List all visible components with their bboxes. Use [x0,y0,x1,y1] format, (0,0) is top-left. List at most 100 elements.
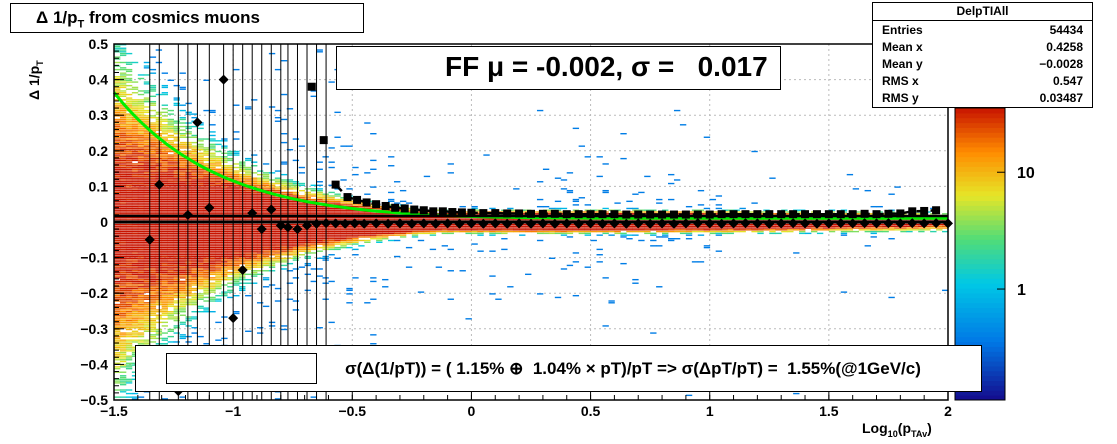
heatmap-cell [143,179,151,181]
heatmap-cell [125,113,133,115]
heatmap-cell [757,227,764,229]
heatmap-cell [149,165,157,167]
heatmap-cell [310,236,317,238]
heatmap-cell [125,152,133,154]
heatmap-cell [310,209,317,211]
heatmap-cell [143,230,151,233]
heatmap-cell [209,111,216,114]
heatmap-cell [131,145,139,147]
heatmap-cell [114,168,121,170]
heatmap-cell [346,229,353,231]
heatmap-cell [233,104,240,106]
heatmap-cell [119,364,127,366]
heatmap-cell [197,284,204,286]
heatmap-cell [179,172,186,174]
heatmap-cell [143,270,151,272]
heatmap-cell [197,278,204,281]
heatmap-cell [292,300,300,302]
heatmap-cell [602,227,609,229]
heatmap-cell [191,236,198,238]
heatmap-cell [209,202,216,204]
heatmap-cell [274,250,282,252]
heatmap-cell [114,343,121,345]
heatmap-cell [119,289,127,292]
heatmap-cell [298,216,306,219]
heatmap-cell [137,323,145,325]
heatmap-cell [114,188,121,190]
heatmap-cell [143,157,151,160]
heatmap-cell [340,145,347,147]
heatmap-cell [274,120,282,122]
heatmap-cell [167,182,174,185]
heatmap-cell [179,236,186,238]
heatmap-cell [137,259,145,261]
heatmap-cell [185,161,192,163]
heatmap-cell [286,200,294,203]
heatmap-cell [137,204,145,206]
heatmap-cell [131,154,139,156]
heatmap-cell [262,200,270,203]
heatmap-cell [179,305,186,308]
heatmap-cell [197,181,204,183]
heatmap-cell [161,197,169,199]
heatmap-cell [197,161,204,163]
heatmap-cell [173,300,180,302]
heatmap-cell [233,213,240,215]
heatmap-cell [245,106,252,108]
heatmap-cell [262,177,270,179]
heatmap-cell [149,163,157,165]
heatmap-cell [268,218,276,220]
heatmap-cell [245,239,252,242]
heatmap-cell [715,229,723,231]
heatmap-cell [662,227,669,229]
heatmap-cell [167,188,174,190]
heatmap-cell [125,68,133,71]
heatmap-cell [167,264,174,267]
heatmap-cell [942,227,949,229]
heatmap-cell [179,88,186,90]
heatmap-cell [203,152,210,154]
heatmap-cell [227,170,234,172]
heatmap-cell [816,232,824,235]
heatmap-cell [262,205,270,208]
heatmap-cell [173,262,180,265]
heatmap-cell [245,170,252,172]
heatmap-cell [161,337,169,340]
heatmap-cell [215,300,222,302]
heatmap-cell [221,246,228,249]
heatmap-cell [340,241,347,243]
heatmap-cell [644,175,651,178]
heatmap-cell [161,179,169,181]
heatmap-cell [245,181,252,183]
heatmap-cell [125,334,133,336]
heatmap-cell [251,184,258,187]
heatmap-cell [233,68,240,71]
heatmap-cell [203,259,210,261]
heatmap-cell [215,264,222,267]
heatmap-cell [131,111,139,114]
heatmap-cell [119,234,127,236]
heatmap-cell [114,305,121,308]
heatmap-cell [119,54,127,57]
heatmap-cell [179,133,186,135]
heatmap-cell [203,182,210,185]
heatmap-cell [173,193,180,195]
heatmap-cell [161,172,169,174]
heatmap-cell [197,211,204,213]
heatmap-cell [602,277,609,279]
heatmap-cell [370,234,377,236]
heatmap-cell [340,204,347,206]
heatmap-cell [233,234,240,236]
heatmap-cell [131,268,139,270]
heatmap-cell [215,223,222,226]
heatmap-cell [245,200,252,203]
heatmap-cell [489,293,496,295]
heatmap-cell [310,246,317,249]
heatmap-cell [131,302,139,304]
heatmap-cell [161,173,169,176]
heatmap-cell [125,335,133,338]
heatmap-cell [161,232,169,235]
heatmap-cell [376,232,383,235]
heatmap-cell [358,218,365,220]
heatmap-cell [608,234,615,236]
